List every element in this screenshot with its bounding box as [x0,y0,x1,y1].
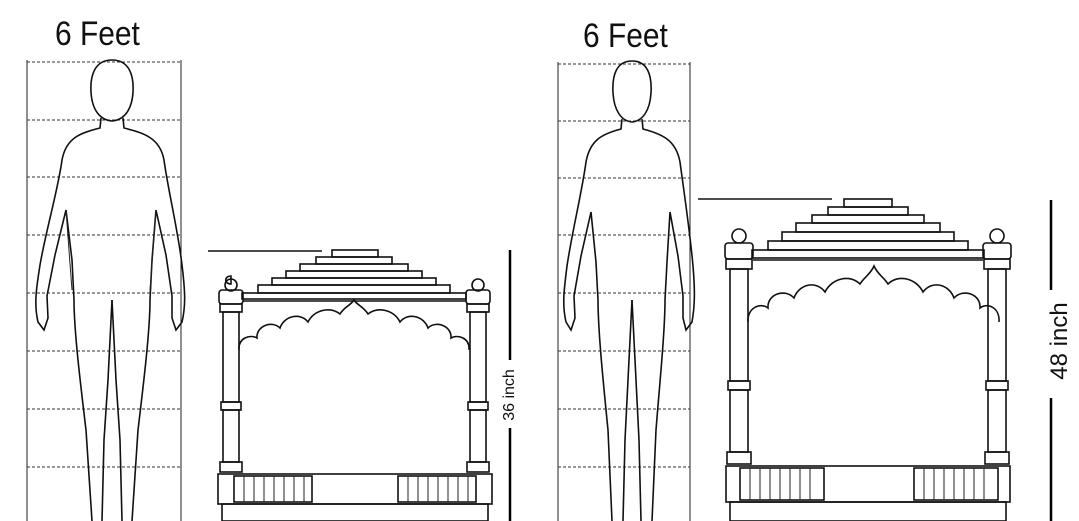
person-height-title: 6 Feet [583,17,668,55]
left-comparison-panel: 6 Feet [0,0,530,521]
height-scale-grid [557,62,691,521]
person-height-title: 6 Feet [55,15,140,53]
right-diagram [557,60,1053,521]
temple-height-label: 36 inch [501,369,518,421]
human-figure [35,59,186,521]
small-temple [217,249,493,521]
right-comparison-panel: 6 Feet [540,0,1079,521]
temple-height-label: 48 inch [1046,302,1073,380]
human-figure [562,60,696,521]
left-diagram [26,59,512,521]
large-temple [724,198,1012,521]
